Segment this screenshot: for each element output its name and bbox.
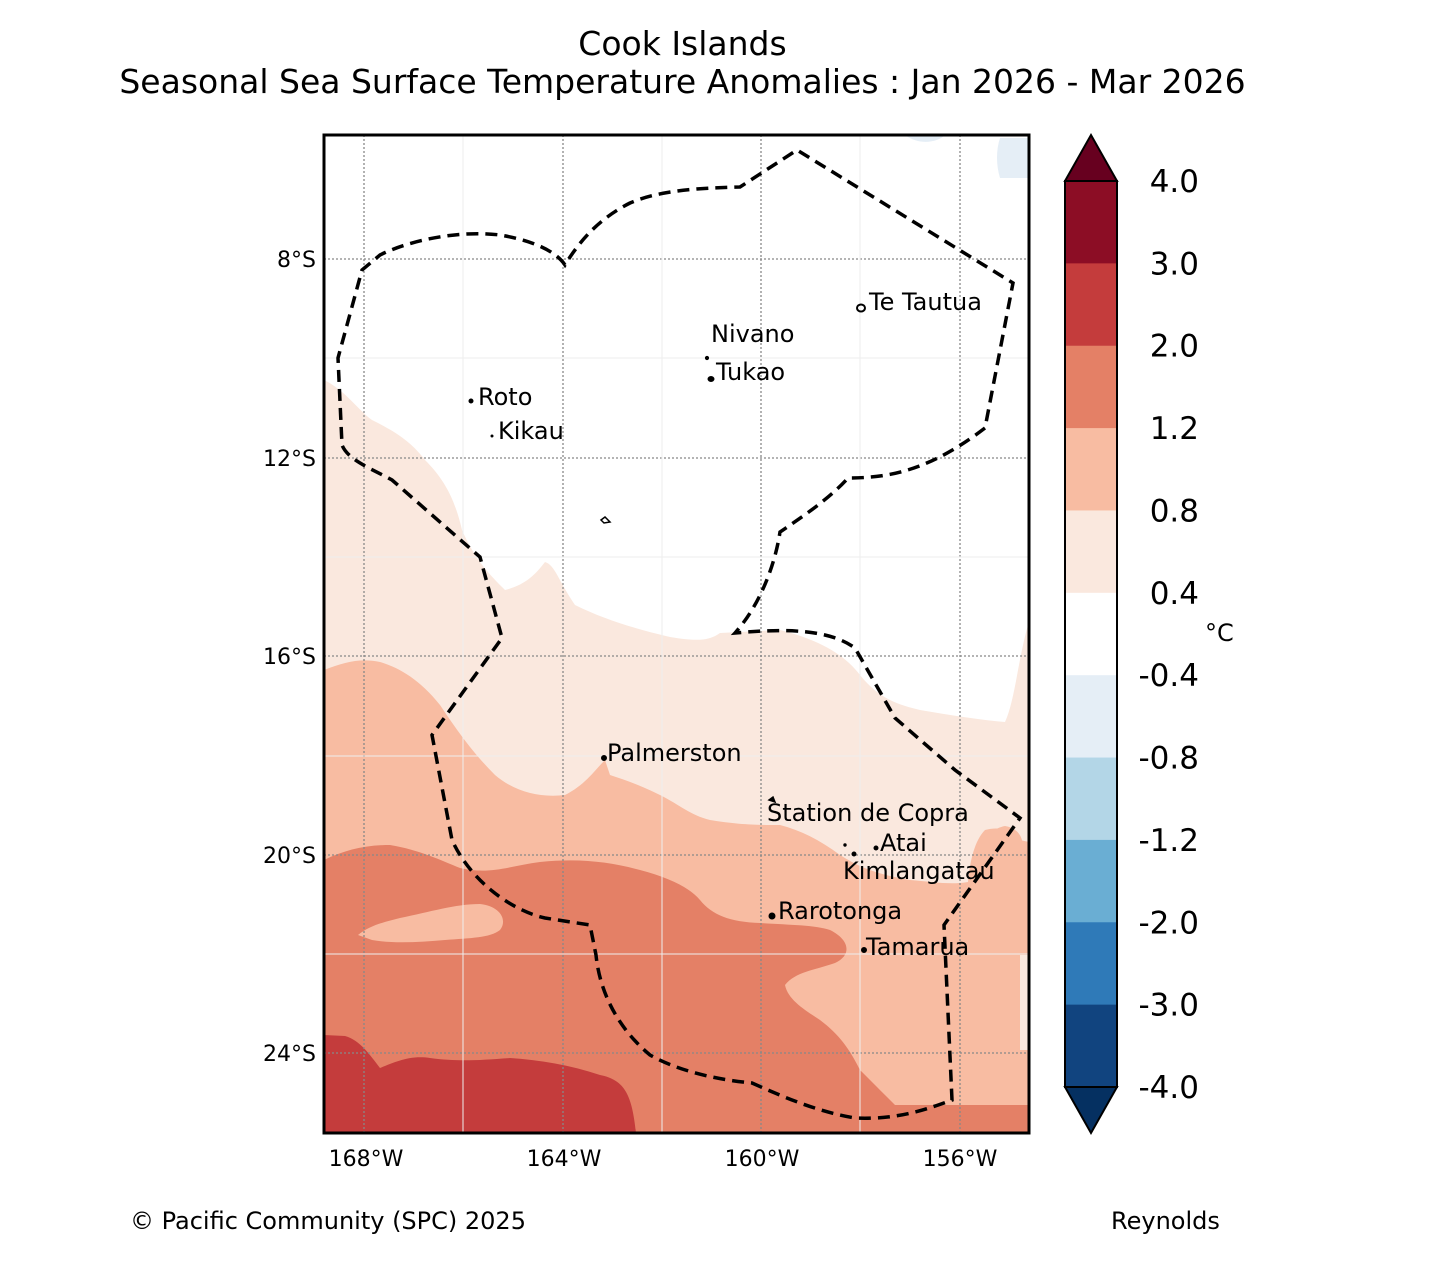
place-label-rarotonga: Rarotonga xyxy=(778,897,902,925)
lat-axis: 8°S 12°S 16°S 20°S 24°S xyxy=(263,248,316,1067)
map-title: Cook Islands xyxy=(578,24,787,63)
colorbar-segment xyxy=(1065,510,1117,594)
anomaly-patch-right xyxy=(970,826,1023,926)
colorbar: 4.0 3.0 2.0 1.2 0.8 0.4 -0.4 -0.8 -1.2 -2.0 -3.0 -4… xyxy=(1063,132,1234,1136)
colorbar-segment xyxy=(1065,1004,1117,1088)
island-marker-te-tautua xyxy=(856,303,866,313)
colorbar-segment xyxy=(1065,345,1117,429)
colorbar-segment xyxy=(1065,181,1117,264)
colorbar-tick-label: -0.4 xyxy=(1139,658,1200,694)
island-marker-kimlangatau xyxy=(851,851,857,857)
colorbar-tick-label: -3.0 xyxy=(1139,988,1200,1024)
colorbar-tick-label: 4.0 xyxy=(1150,164,1199,200)
colorbar-tick-label: 0.4 xyxy=(1150,576,1199,612)
anomaly-patch-blue-top2 xyxy=(905,135,945,142)
place-label-atai: Atai xyxy=(880,829,927,857)
islands xyxy=(468,303,879,953)
colorbar-segment xyxy=(1065,428,1117,511)
lat-tick-label: 8°S xyxy=(277,248,316,273)
island-marker-station-de-copra xyxy=(767,795,777,804)
anomaly-patch-left xyxy=(358,904,504,943)
minor-grid xyxy=(324,135,1029,1133)
colorbar-tick-label: -1.2 xyxy=(1139,823,1200,859)
island-marker-suwarrow xyxy=(599,516,612,524)
colorbar-segment xyxy=(1065,839,1117,923)
colorbar-tick-label: -4.0 xyxy=(1139,1070,1200,1106)
lat-tick-label: 16°S xyxy=(263,645,316,670)
place-label-roto: Roto xyxy=(478,383,532,411)
anomaly-band-2-0 xyxy=(324,1035,636,1133)
colorbar-segment xyxy=(1065,675,1117,759)
colorbar-tick-label: 0.8 xyxy=(1150,493,1199,529)
colorbar-tick-label: 3.0 xyxy=(1150,246,1199,282)
colorbar-top-arrow xyxy=(1063,132,1119,182)
place-label-nivano: Nivano xyxy=(711,320,794,348)
lon-axis: 168°W 164°W 160°W 156°W xyxy=(329,1147,998,1172)
colorbar-tick-label: -2.0 xyxy=(1139,905,1200,941)
lat-tick-label: 20°S xyxy=(263,844,316,869)
anomaly-patch-blue-top xyxy=(997,138,1029,178)
colorbar-bottom-arrow xyxy=(1063,1086,1119,1136)
place-label-kimlangatau: Kimlangatau xyxy=(843,857,995,885)
colorbar-tick-label: 2.0 xyxy=(1150,329,1199,365)
place-label-kikau: Kikau xyxy=(498,417,564,445)
map-frame xyxy=(322,133,1031,1135)
colorbar-frame xyxy=(1064,180,1118,1088)
place-labels: Te Tautua Nivano Tukao Roto Kikau Palmer… xyxy=(478,288,995,961)
island-marker-palmerston xyxy=(601,755,607,761)
colorbar-segment xyxy=(1065,922,1117,1006)
island-marker-nivano xyxy=(704,355,710,361)
colorbar-segment xyxy=(1065,263,1117,347)
colorbar-segment xyxy=(1065,592,1117,676)
eez-boundary-north xyxy=(336,147,1023,1120)
lon-tick-label: 160°W xyxy=(725,1147,800,1172)
island-marker-tamarua xyxy=(861,947,867,953)
colorbar-tick-label: 1.2 xyxy=(1150,411,1199,447)
lat-tick-label: 24°S xyxy=(263,1042,316,1067)
graticule xyxy=(324,135,1029,1133)
island-marker-kikau xyxy=(490,434,494,438)
island-marker-roto xyxy=(468,398,474,404)
lon-tick-label: 168°W xyxy=(329,1147,404,1172)
anomaly-field xyxy=(324,135,1029,1133)
place-label-tukao: Tukao xyxy=(715,358,785,386)
colorbar-tick-label: -0.8 xyxy=(1139,741,1200,777)
place-label-te-tautua: Te Tautua xyxy=(868,288,982,316)
island-marker-tukao xyxy=(707,376,715,382)
colorbar-unit: °C xyxy=(1205,619,1234,647)
lon-tick-label: 156°W xyxy=(923,1147,998,1172)
island-marker-small xyxy=(843,843,847,847)
eez-boundary xyxy=(336,147,1023,1120)
place-label-tamarua: Tamarua xyxy=(865,933,969,961)
data-source-text: Reynolds xyxy=(1111,1207,1220,1235)
map-subtitle: Seasonal Sea Surface Temperature Anomali… xyxy=(119,62,1246,101)
anomaly-band-right-edge xyxy=(1020,955,1029,1050)
place-label-palmerston: Palmerston xyxy=(607,739,742,767)
island-marker-rarotonga xyxy=(768,912,776,920)
lon-tick-label: 164°W xyxy=(527,1147,602,1172)
island-marker-atai xyxy=(873,845,879,851)
colorbar-segment xyxy=(1065,757,1117,841)
lat-tick-label: 12°S xyxy=(263,447,316,472)
place-label-station-de-copra: Station de Copra xyxy=(767,799,969,827)
copyright-text: © Pacific Community (SPC) 2025 xyxy=(130,1207,526,1235)
